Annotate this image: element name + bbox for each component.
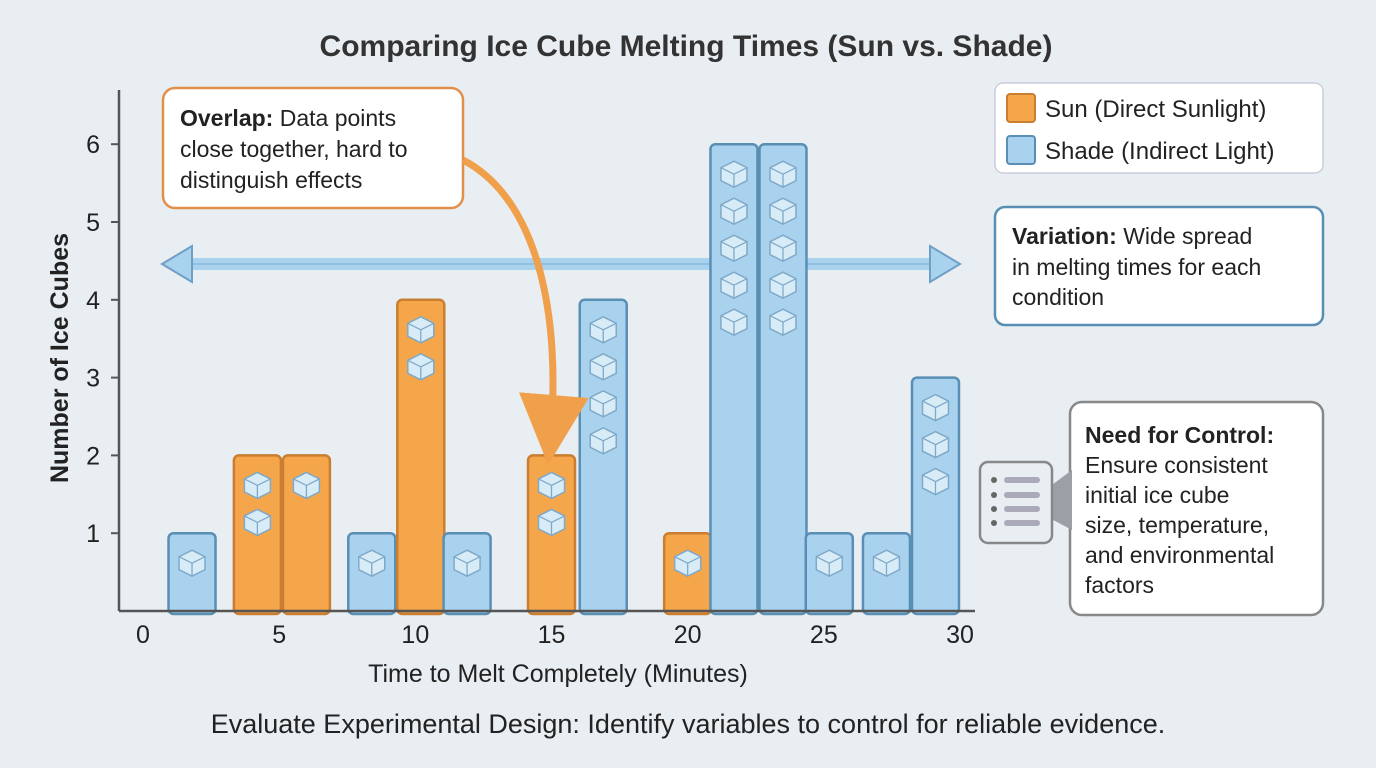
bar-sun <box>662 531 713 616</box>
variation-line: condition <box>1012 284 1104 310</box>
ice-cube-icon <box>769 271 797 300</box>
x-tick-label: 15 <box>538 621 566 649</box>
ice-cube-icon <box>243 508 272 537</box>
ice-cube-icon <box>243 471 272 500</box>
ice-cube-icon <box>589 352 617 381</box>
ice-cube-icon <box>769 160 797 189</box>
svg-text:Overlap: Data points: Overlap: Data points <box>180 105 396 131</box>
bar-shade <box>804 531 855 616</box>
bar-shade <box>442 531 492 616</box>
ice-cube-icon <box>589 389 617 418</box>
bar-shade <box>167 531 217 616</box>
legend-label-sun: Sun (Direct Sunlight) <box>1045 96 1266 123</box>
overlap-line: close together, hard to <box>180 136 408 162</box>
ice-cube-icon <box>720 197 748 226</box>
x-tick-label: 10 <box>401 621 429 649</box>
ice-cube-icon <box>589 426 617 455</box>
x-tick-label: 25 <box>810 621 838 649</box>
ice-cube-icon <box>720 271 748 300</box>
legend: Sun (Direct Sunlight) Shade (Indirect Li… <box>994 82 1324 174</box>
ice-cube-icon <box>358 549 386 578</box>
bar-sun <box>396 298 446 616</box>
ice-cube-icon <box>407 315 435 344</box>
legend-label-shade: Shade (Indirect Light) <box>1045 138 1274 165</box>
ice-cube-icon <box>673 549 702 578</box>
control-line: size, temperature, <box>1085 512 1269 538</box>
overlap-arrow <box>461 156 589 465</box>
bar-shade <box>709 142 759 616</box>
ice-cube-icon <box>720 234 748 263</box>
y-tick-label: 3 <box>86 365 100 393</box>
ice-cube-icon <box>407 352 435 381</box>
x-tick-label: 30 <box>946 621 974 649</box>
ice-cube-icon <box>769 308 797 337</box>
y-axis-label: Number of Ice Cubes <box>46 233 74 483</box>
bar-sun <box>281 454 332 616</box>
variation-callout: Variation: Wide spread in melting times … <box>993 205 1325 327</box>
ice-cube-icon <box>769 234 797 263</box>
ice-cube-icon <box>921 393 950 422</box>
ice-cube-icon <box>178 549 206 578</box>
chart-title: Comparing Ice Cube Melting Times (Sun vs… <box>320 30 1053 63</box>
bar-rect <box>396 298 446 616</box>
bar-sun <box>232 454 283 616</box>
control-line: factors <box>1085 572 1154 598</box>
ice-cube-icon <box>921 467 950 496</box>
ice-cube-icon <box>720 308 748 337</box>
svg-text:Variation: Wide spread: Variation: Wide spread <box>1012 223 1252 249</box>
bar-rect <box>709 142 759 616</box>
overlap-head: Overlap: <box>180 105 273 131</box>
legend-swatch-shade <box>1006 135 1036 165</box>
checklist-icon <box>978 460 1054 545</box>
ice-cube-icon <box>769 197 797 226</box>
legend-swatch-sun <box>1006 93 1036 123</box>
variation-line: in melting times for each <box>1012 254 1261 280</box>
y-tick-label: 2 <box>86 442 100 470</box>
variation-head: Variation: <box>1012 223 1117 249</box>
overlap-line: distinguish effects <box>180 167 362 193</box>
y-tick-label: 4 <box>86 287 100 315</box>
bars <box>167 142 961 616</box>
y-tick-label: 5 <box>86 209 100 237</box>
variation-arrow <box>160 244 962 284</box>
bar-shade <box>578 298 628 616</box>
bar-shade <box>347 531 397 616</box>
control-callout: Need for Control: Ensure consistent init… <box>978 400 1325 617</box>
bar-rect <box>281 454 332 616</box>
ice-cube-icon <box>453 549 481 578</box>
control-line: and environmental <box>1085 542 1274 568</box>
ice-cube-icon <box>537 508 566 537</box>
bar-shade <box>861 531 912 616</box>
bar-shade <box>910 376 961 616</box>
y-tick-label: 1 <box>86 520 100 548</box>
footer-caption: Evaluate Experimental Design: Identify v… <box>211 709 1166 739</box>
ice-cube-icon <box>872 549 901 578</box>
x-tick-label: 20 <box>674 621 702 649</box>
variation-line: Wide spread <box>1117 223 1253 249</box>
ice-cube-icon <box>537 471 566 500</box>
ice-cube-icon <box>292 471 321 500</box>
ice-cube-icon <box>921 430 950 459</box>
overlap-callout: Overlap: Data points close together, har… <box>161 86 589 465</box>
control-line: initial ice cube <box>1085 482 1229 508</box>
ice-cube-icon <box>589 315 617 344</box>
bar-sun <box>526 454 577 616</box>
y-tick-label: 6 <box>86 131 100 159</box>
bar-rect <box>758 142 808 616</box>
overlap-line: Data points <box>273 105 396 131</box>
x-axis-label: Time to Melt Completely (Minutes) <box>368 660 748 688</box>
control-line: Ensure consistent <box>1085 452 1268 478</box>
x-tick-label: 0 <box>136 621 150 649</box>
control-head: Need for Control: <box>1085 422 1274 448</box>
x-tick-label: 5 <box>272 621 286 649</box>
ice-cube-icon <box>720 160 748 189</box>
ice-cube-icon <box>815 549 844 578</box>
bar-shade <box>758 142 808 616</box>
bar-rect <box>578 298 628 616</box>
